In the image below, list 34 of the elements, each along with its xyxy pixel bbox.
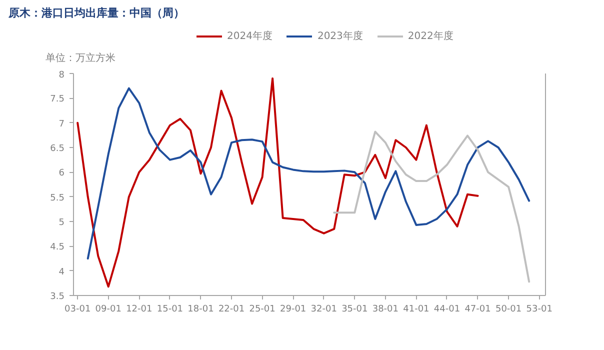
x-tick-label: 53-01: [526, 304, 552, 314]
chart-title: 原木：港口日均出库量：中国（周）: [8, 6, 184, 20]
x-tick-label: 03-01: [64, 304, 91, 314]
y-tick-label: 6.5: [50, 144, 65, 154]
y-tick-label: 4: [58, 267, 65, 278]
x-tick-label: 25-01: [249, 304, 276, 314]
legend-label: 2022年度: [408, 30, 454, 43]
x-tick-label: 15-01: [156, 304, 184, 314]
line-series: [333, 130, 530, 283]
y-axis-title: 单位：万立方米: [46, 52, 116, 64]
x-tick-label: 35-01: [342, 304, 368, 314]
y-tick-label: 7: [58, 119, 65, 130]
x-tick-label: 22-01: [218, 304, 245, 314]
x-tick-label: 44-01: [434, 304, 460, 314]
y-tick-label: 8: [58, 70, 65, 80]
x-tick-label: 09-01: [95, 304, 122, 314]
y-tick-label: 3.5: [50, 292, 65, 302]
y-tick-label: 4.5: [50, 242, 65, 253]
x-tick-label: 38-01: [372, 304, 399, 314]
line-series: [76, 77, 479, 288]
x-tick-label: 41-01: [403, 304, 430, 314]
y-tick-label: 5: [58, 218, 65, 228]
y-tick-label: 5.5: [50, 193, 65, 204]
line-series: [86, 87, 530, 260]
x-tick-label: 50-01: [495, 304, 522, 314]
x-tick-label: 18-01: [188, 304, 214, 314]
legend-label: 2024年度: [227, 30, 272, 43]
y-tick-label: 7.5: [50, 94, 65, 105]
x-tick-label: 32-01: [310, 304, 337, 314]
x-tick-label: 47-01: [464, 304, 491, 314]
legend-label: 2023年度: [317, 30, 363, 43]
y-tick-label: 6: [58, 168, 65, 179]
x-tick-label: 12-01: [126, 304, 152, 314]
x-tick-label: 29-01: [280, 304, 306, 314]
